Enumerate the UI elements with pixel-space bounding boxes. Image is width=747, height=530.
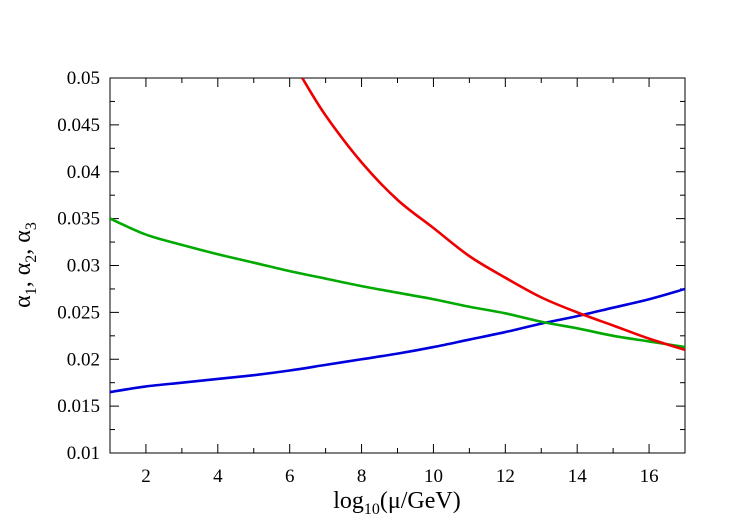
- y-tick-label: 0.04: [67, 162, 101, 183]
- y-tick-label: 0.01: [67, 443, 100, 464]
- series-layer: [110, 78, 685, 394]
- alpha-3-curve: [301, 78, 685, 352]
- x-tick-label: 10: [424, 466, 443, 487]
- y-tick-label: 0.045: [57, 115, 100, 136]
- y-tick-label: 0.02: [67, 349, 100, 370]
- axis-ticks: 2 4 6 8 10 12 14 16 0.01 0.015 0.02 0.025 0.03 0.035 0…: [57, 68, 686, 487]
- y-tick-label: 0.035: [57, 209, 100, 230]
- x-tick-label: 4: [213, 466, 223, 487]
- y-tick-label: 0.015: [57, 396, 100, 417]
- x-tick-label: 16: [640, 466, 659, 487]
- x-axis-title: log10(μ/GeV): [333, 488, 461, 518]
- y-tick-label: 0.025: [57, 302, 100, 323]
- x-tick-label: 6: [285, 466, 295, 487]
- x-tick-label: 2: [141, 466, 151, 487]
- x-tick-label: 12: [496, 466, 515, 487]
- plot-area: [109, 77, 686, 454]
- x-tick-label: 8: [357, 466, 367, 487]
- x-tick-label: 14: [568, 466, 588, 487]
- y-tick-label: 0.05: [67, 68, 100, 89]
- alpha-1-curve: [110, 287, 685, 394]
- y-tick-label: 0.03: [67, 256, 100, 277]
- y-axis-title: α1, α2, α3: [10, 222, 40, 308]
- alpha-2-curve: [110, 217, 685, 349]
